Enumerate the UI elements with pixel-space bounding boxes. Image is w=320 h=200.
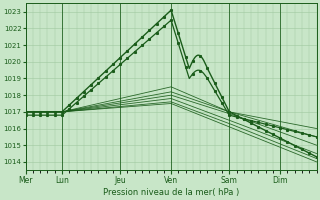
X-axis label: Pression niveau de la mer( hPa ): Pression niveau de la mer( hPa ) (103, 188, 239, 197)
